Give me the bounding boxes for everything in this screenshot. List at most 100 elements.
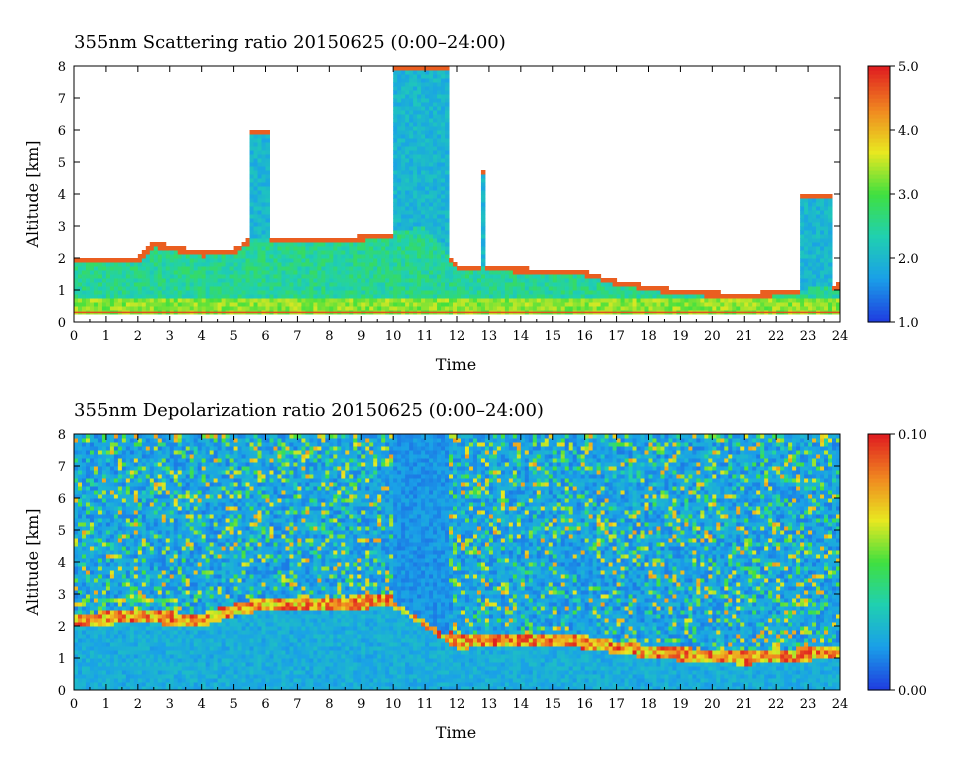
heatmap-cell — [141, 282, 147, 287]
heatmap-cell — [81, 474, 87, 479]
heatmap-cell — [265, 254, 270, 259]
heatmap-cell — [337, 250, 342, 255]
heatmap-cell — [153, 302, 159, 307]
heatmap-cell — [413, 226, 418, 231]
heatmap-cell — [137, 538, 143, 543]
colorbar-cell — [868, 294, 890, 299]
heatmap-cell — [824, 298, 829, 303]
heatmap-cell — [672, 294, 677, 299]
heatmap-cell — [413, 70, 418, 75]
heatmap-cell — [357, 274, 362, 279]
heatmap-cell — [97, 494, 103, 499]
heatmap-cell — [313, 250, 318, 255]
heatmap-cell — [776, 306, 781, 311]
heatmap-cell — [181, 250, 187, 255]
heatmap-cell — [117, 610, 123, 615]
heatmap-cell — [468, 286, 474, 291]
heatmap-cell — [153, 514, 159, 519]
x-tick-label: 12 — [449, 329, 466, 344]
heatmap-cell — [257, 270, 263, 275]
heatmap-cell — [77, 598, 83, 603]
heatmap-cell — [273, 238, 278, 243]
heatmap-cell — [121, 602, 127, 607]
heatmap-cell — [421, 114, 426, 119]
heatmap-cell — [125, 458, 131, 463]
heatmap-cell — [153, 590, 159, 595]
heatmap-cell — [397, 278, 402, 283]
heatmap-cell — [321, 250, 326, 255]
heatmap-cell — [496, 282, 502, 287]
heatmap-cell — [117, 306, 123, 311]
heatmap-cell — [77, 286, 83, 291]
heatmap-cell — [261, 210, 266, 215]
heatmap-cell — [708, 306, 713, 311]
heatmap-cell — [97, 578, 103, 583]
heatmap-cell — [109, 570, 115, 575]
heatmap-cell — [381, 254, 386, 259]
heatmap-cell — [421, 166, 426, 171]
heatmap-cell — [74, 502, 79, 507]
heatmap-cell — [121, 546, 127, 551]
heatmap-cell — [205, 286, 211, 291]
heatmap-cell — [105, 482, 111, 487]
colorbar-cell — [868, 190, 890, 195]
heatmap-cell — [393, 222, 398, 227]
heatmap-cell — [393, 90, 398, 95]
heatmap-cell — [480, 226, 486, 231]
heatmap-cell — [828, 242, 833, 247]
heatmap-cell — [644, 290, 649, 295]
heatmap-cell — [437, 286, 442, 291]
heatmap-cell — [325, 290, 330, 295]
heatmap-cell — [141, 470, 147, 475]
heatmap-cell — [233, 274, 239, 279]
heatmap-cell — [433, 270, 438, 275]
heatmap-cell — [113, 658, 119, 663]
heatmap-cell — [161, 270, 167, 275]
heatmap-cell — [193, 258, 199, 263]
heatmap-cell — [389, 250, 394, 255]
heatmap-cell — [89, 510, 95, 515]
heatmap-cell — [800, 206, 805, 211]
heatmap-cell — [484, 278, 490, 283]
heatmap-cell — [373, 286, 378, 291]
heatmap-cell — [89, 458, 95, 463]
heatmap-cell — [480, 202, 486, 207]
heatmap-cell — [265, 202, 270, 207]
heatmap-cell — [205, 262, 211, 267]
heatmap-cell — [393, 150, 398, 155]
heatmap-cell — [433, 214, 438, 219]
heatmap-cell — [149, 446, 155, 451]
heatmap-cell — [780, 290, 785, 295]
heatmap-cell — [173, 306, 179, 311]
heatmap-cell — [405, 206, 410, 211]
heatmap-cell — [381, 286, 386, 291]
heatmap-cell — [385, 290, 390, 295]
heatmap-cell — [449, 270, 454, 275]
heatmap-cell — [369, 282, 374, 287]
heatmap-cell — [141, 582, 147, 587]
heatmap-cell — [205, 270, 211, 275]
heatmap-cell — [117, 618, 123, 623]
heatmap-cell — [93, 626, 99, 631]
heatmap-cell — [405, 94, 410, 99]
heatmap-cell — [309, 274, 314, 279]
heatmap-cell — [117, 662, 123, 667]
heatmap-cell — [241, 290, 247, 295]
heatmap-cell — [77, 686, 83, 691]
heatmap-cell — [141, 562, 147, 567]
heatmap-cell — [257, 130, 263, 135]
heatmap-cell — [101, 530, 107, 535]
heatmap-cell — [824, 206, 829, 211]
heatmap-cell — [600, 290, 606, 295]
heatmap-cell — [293, 290, 298, 295]
heatmap-cell — [145, 486, 151, 491]
heatmap-cell — [81, 506, 87, 511]
heatmap-cell — [429, 274, 434, 279]
heatmap-cell — [181, 258, 187, 263]
heatmap-cell — [149, 466, 155, 471]
heatmap-cell — [137, 482, 143, 487]
heatmap-cell — [265, 270, 270, 275]
heatmap-cell — [145, 654, 151, 659]
heatmap-cell — [441, 278, 446, 283]
heatmap-cell — [261, 282, 266, 287]
